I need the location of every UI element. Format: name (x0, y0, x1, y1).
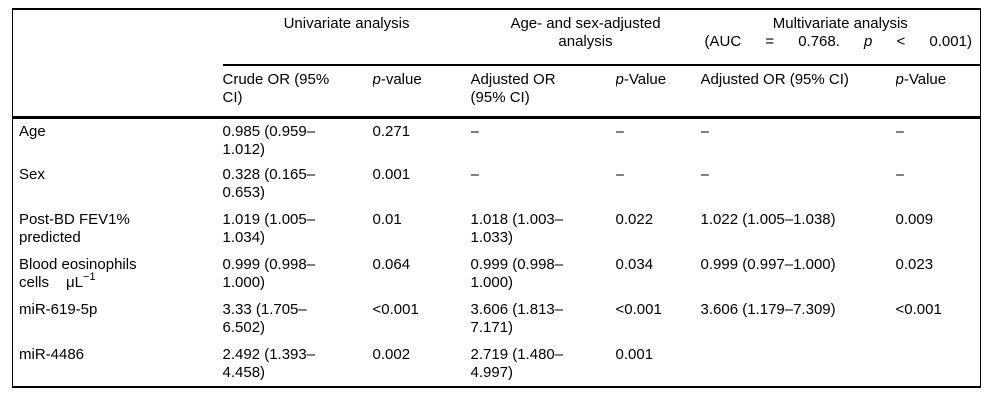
cell-p-univariate: 0.271 (372, 122, 411, 140)
cell-multivariate-or: 1.022 (1.005–1.038) (700, 211, 836, 228)
cell-p-adjusted: – (615, 122, 624, 140)
group-univariate: Univariate analysis (222, 9, 471, 66)
column-header-p-value-univariate: p-value (372, 65, 471, 119)
row-label: Age (19, 122, 46, 140)
cell-p-univariate: <0.001 (372, 301, 419, 318)
row-label: Post-BD FEV1% predicted (19, 211, 130, 246)
cell-adjusted-or: 1.018 (1.003–1.033) (470, 211, 564, 246)
cell-adjusted-or: 2.719 (1.480–4.997) (470, 346, 564, 381)
column-header-multivariate-or: Adjusted OR (95% CI) (700, 65, 896, 119)
cell-p-adjusted: – (615, 166, 624, 183)
group-univariate-title: Univariate analysis (283, 15, 410, 32)
cell-p-multivariate: 0.009 (895, 211, 934, 228)
cell-crude-or: 0.999 (0.998–1.000) (222, 256, 316, 291)
cell-p-adjusted: <0.001 (615, 301, 662, 318)
cell-adjusted-or: 3.606 (1.813–7.171) (470, 301, 564, 336)
cell-p-multivariate: <0.001 (895, 301, 942, 318)
column-header-adjusted-or: Adjusted OR (95% CI) (470, 65, 616, 119)
row-label: miR-4486 (19, 346, 85, 363)
table-container: Univariate analysis Age- and sex-adjuste… (12, 8, 992, 388)
table-row-postbd-fev1: Post-BD FEV1% predicted 1.019 (1.005–1.0… (13, 207, 981, 252)
cell-p-adjusted: 0.001 (615, 346, 654, 363)
auc-part: < (896, 33, 906, 50)
cell-p-multivariate: 0.023 (895, 256, 934, 273)
cell-p-univariate: 0.001 (372, 166, 411, 183)
cell-adjusted-or: – (470, 166, 479, 183)
label-line2: cells (19, 274, 50, 291)
p-rest: -value (380, 71, 422, 88)
cell-p-adjusted: 0.034 (615, 256, 654, 273)
unit: μL (66, 274, 84, 291)
cell-adjusted-or: – (470, 122, 479, 140)
table-row-blood-eosinophils: Blood eosinophils cells μL−1 0.999 (0.998–… (13, 252, 981, 297)
cell-crude-or: 0.985 (0.959–1.012) (222, 122, 316, 158)
group-multivariate-title: Multivariate analysis (772, 15, 908, 32)
cell-multivariate-or: 3.606 (1.179–7.309) (700, 301, 836, 318)
cell-p-adjusted: 0.022 (615, 211, 654, 228)
cell-adjusted-or: 0.999 (0.998–1.000) (470, 256, 564, 291)
row-label: miR-619-5p (19, 301, 98, 318)
cell-p-univariate: 0.002 (372, 346, 411, 363)
cell-p-multivariate: – (895, 166, 904, 183)
table-row-mir-4486: miR-4486 2.492 (1.393–4.458) 0.002 2.719… (13, 342, 981, 387)
p-italic: p (615, 71, 624, 88)
auc-part: = (765, 33, 775, 50)
cell-multivariate-or: – (700, 166, 709, 183)
auc-part: (AUC (704, 33, 742, 50)
p-rest: -Value (623, 71, 667, 88)
cell-multivariate-or: – (700, 122, 709, 140)
p-rest: -Value (903, 71, 947, 88)
cell-p-multivariate: – (895, 122, 904, 140)
table-row-age: Age 0.985 (0.959–1.012) 0.271 – – – – (13, 117, 981, 162)
group-age-sex-title: Age- and sex-adjusted analysis (510, 15, 661, 50)
statistics-table: Univariate analysis Age- and sex-adjuste… (12, 8, 982, 388)
unit-exponent: −1 (83, 271, 96, 283)
p-italic: p (895, 71, 904, 88)
cell-multivariate-or: 0.999 (0.997–1.000) (700, 256, 836, 273)
cell-p-univariate: 0.064 (372, 256, 411, 273)
auc-part: 0.001) (929, 33, 972, 50)
column-header-spacer (12, 65, 223, 119)
cell-crude-or: 3.33 (1.705–6.502) (222, 301, 307, 336)
row-label: Blood eosinophils cells μL−1 (13, 252, 223, 297)
auc-part: 0.768. (798, 33, 840, 50)
row-label: Sex (19, 166, 45, 183)
group-age-sex-adjusted: Age- and sex-adjusted analysis (470, 9, 701, 66)
p-italic: p (372, 71, 381, 88)
column-header-row: Crude OR (95% CI) p-value Adjusted OR (9… (12, 65, 981, 119)
group-multivariate: Multivariate analysis (AUC = 0.768. p < … (700, 9, 981, 66)
table-row-sex: Sex 0.328 (0.165–0.653) 0.001 – – – – (13, 162, 981, 207)
column-header-crude-or: Crude OR (95% CI) (222, 65, 373, 119)
cell-crude-or: 2.492 (1.393–4.458) (222, 346, 316, 381)
cell-crude-or: 1.019 (1.005–1.034) (222, 211, 316, 246)
group-header-spacer (13, 9, 223, 65)
column-header-p-value-adjusted: p-Value (615, 65, 701, 119)
cell-crude-or: 0.328 (0.165–0.653) (222, 166, 316, 201)
column-header-p-value-multivariate: p-Value (895, 65, 981, 119)
auc-annotation: (AUC = 0.768. p < 0.001) (701, 33, 981, 51)
group-header-row: Univariate analysis Age- and sex-adjuste… (13, 9, 981, 66)
table-row-mir-619-5p: miR-619-5p 3.33 (1.705–6.502) <0.001 3.6… (13, 297, 981, 342)
cell-multivariate-or (701, 342, 896, 387)
cell-p-univariate: 0.01 (372, 211, 402, 228)
cell-p-multivariate (896, 342, 981, 387)
label-line1: Blood eosinophils (19, 256, 137, 273)
auc-part-p: p (864, 33, 873, 50)
